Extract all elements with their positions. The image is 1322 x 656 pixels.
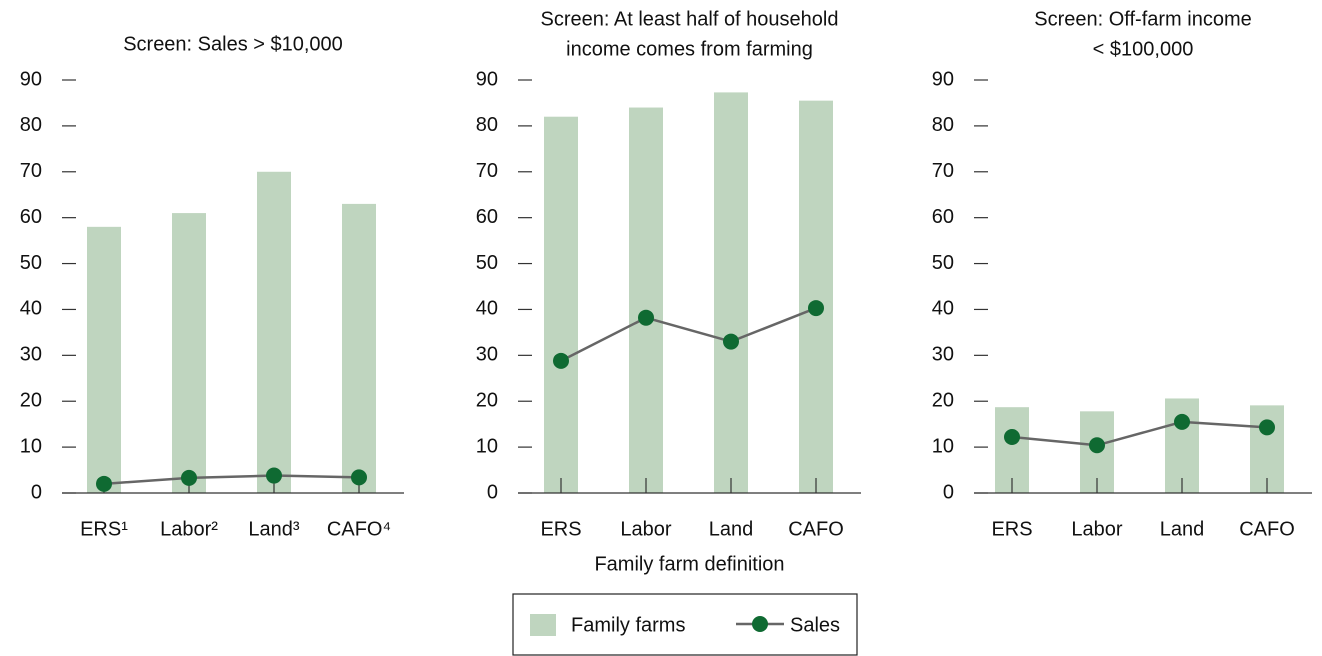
sales-point	[1174, 413, 1190, 430]
y-tick-label: 70	[932, 160, 954, 182]
x-tick-label: CAFO⁴	[327, 518, 391, 540]
chart-title: income comes from farming	[566, 38, 813, 60]
y-tick-label: 0	[31, 481, 42, 503]
y-tick-label: 40	[476, 298, 498, 320]
legend-box	[512, 593, 858, 656]
sales-point	[351, 469, 367, 486]
x-axis-label: Family farm definition	[594, 553, 784, 575]
y-tick-label: 30	[476, 344, 498, 366]
x-tick-label: CAFO	[788, 518, 844, 540]
y-tick-label: 90	[476, 68, 498, 90]
sales-point	[1259, 419, 1275, 436]
x-tick-label: Land³	[248, 518, 299, 540]
x-tick-label: Labor²	[160, 518, 218, 540]
sales-point	[808, 300, 824, 317]
x-tick-label: ERS	[540, 518, 581, 540]
x-tick-label: CAFO	[1239, 518, 1295, 540]
y-tick-label: 40	[932, 298, 954, 320]
sales-point	[638, 309, 654, 326]
bar	[629, 107, 663, 494]
y-tick-label: 70	[20, 160, 42, 182]
x-tick-label: Land	[709, 518, 754, 540]
y-tick-label: 50	[476, 252, 498, 274]
y-tick-label: 30	[932, 344, 954, 366]
y-tick-label: 80	[932, 114, 954, 136]
sales-point	[723, 333, 739, 350]
x-tick-label: ERS¹	[80, 518, 128, 540]
bar	[257, 171, 291, 493]
chart-title: Screen: At least half of household	[541, 8, 839, 30]
sales-line	[560, 306, 817, 362]
y-tick-label: 50	[20, 252, 42, 274]
legend-label: Family farms	[571, 614, 685, 636]
y-tick-label: 10	[476, 435, 498, 457]
y-tick-label: 70	[476, 160, 498, 182]
bar	[544, 116, 578, 493]
y-tick-label: 10	[20, 435, 42, 457]
bar	[714, 92, 748, 493]
chart-title: Screen: Sales > $10,000	[123, 33, 343, 55]
y-tick-label: 20	[932, 390, 954, 412]
y-tick-label: 80	[20, 114, 42, 136]
x-tick-label: ERS	[991, 518, 1032, 540]
sales-point	[266, 467, 282, 484]
sales-point	[96, 475, 112, 492]
y-tick-label: 10	[932, 435, 954, 457]
y-tick-label: 20	[20, 390, 42, 412]
sales-point	[181, 469, 197, 486]
sales-line	[1011, 420, 1268, 447]
y-tick-label: 0	[487, 481, 498, 503]
sales-line	[103, 474, 360, 486]
sales-point	[553, 352, 569, 369]
x-tick-label: Labor	[1071, 518, 1122, 540]
y-tick-label: 60	[932, 206, 954, 228]
y-tick-label: 50	[932, 252, 954, 274]
chart-title: Screen: Off-farm income	[1034, 8, 1251, 30]
y-tick-label: 40	[20, 298, 42, 320]
legend-swatch	[530, 614, 556, 636]
y-tick-label: 60	[476, 206, 498, 228]
legend-label: Sales	[790, 614, 840, 636]
legend-dot	[752, 616, 768, 632]
y-tick-label: 60	[20, 206, 42, 228]
x-tick-label: Labor	[620, 518, 671, 540]
bar	[172, 213, 206, 494]
y-tick-label: 0	[943, 481, 954, 503]
bar	[342, 203, 376, 493]
sales-point	[1089, 437, 1105, 454]
y-tick-label: 20	[476, 390, 498, 412]
y-tick-label: 90	[932, 68, 954, 90]
x-tick-label: Land	[1160, 518, 1205, 540]
y-tick-label: 90	[20, 68, 42, 90]
chart-title: < $100,000	[1093, 38, 1194, 60]
sales-point	[1004, 429, 1020, 446]
bar	[87, 226, 121, 493]
bar	[799, 100, 833, 494]
y-tick-label: 80	[476, 114, 498, 136]
y-tick-label: 30	[20, 344, 42, 366]
